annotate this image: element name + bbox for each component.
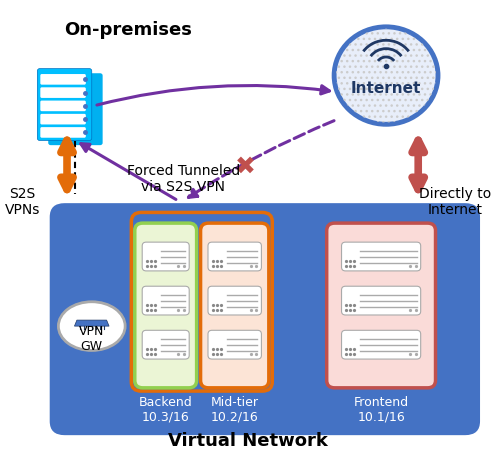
Text: Frontend
10.1/16: Frontend 10.1/16 (354, 395, 408, 423)
FancyBboxPatch shape (38, 69, 92, 141)
FancyBboxPatch shape (200, 224, 269, 388)
FancyBboxPatch shape (40, 115, 86, 125)
FancyBboxPatch shape (142, 331, 189, 359)
FancyBboxPatch shape (40, 75, 86, 86)
FancyBboxPatch shape (40, 128, 86, 138)
Circle shape (334, 28, 438, 125)
Text: ✖: ✖ (234, 155, 256, 179)
Text: On-premises: On-premises (64, 21, 192, 39)
Text: VPN
GW: VPN GW (79, 324, 104, 352)
Polygon shape (74, 320, 109, 326)
Text: Backend
10.3/16: Backend 10.3/16 (139, 395, 193, 423)
Text: Virtual Network: Virtual Network (168, 431, 328, 449)
Text: S2S
VPNs: S2S VPNs (5, 186, 40, 217)
Text: Forced Tunneled
via S2S VPN: Forced Tunneled via S2S VPN (126, 163, 240, 194)
FancyBboxPatch shape (40, 101, 86, 112)
FancyBboxPatch shape (48, 74, 102, 146)
Text: Directly to
Internet: Directly to Internet (419, 186, 492, 217)
FancyBboxPatch shape (342, 243, 420, 271)
Text: Mid-tier
10.2/16: Mid-tier 10.2/16 (210, 395, 258, 423)
FancyBboxPatch shape (342, 331, 420, 359)
FancyBboxPatch shape (135, 224, 196, 388)
FancyBboxPatch shape (208, 243, 262, 271)
FancyBboxPatch shape (208, 287, 262, 315)
FancyBboxPatch shape (208, 331, 262, 359)
FancyBboxPatch shape (326, 224, 436, 388)
FancyBboxPatch shape (142, 287, 189, 315)
FancyBboxPatch shape (40, 88, 86, 99)
FancyBboxPatch shape (50, 204, 480, 435)
FancyBboxPatch shape (142, 243, 189, 271)
Ellipse shape (58, 302, 125, 351)
FancyBboxPatch shape (342, 287, 420, 315)
Text: Internet: Internet (351, 81, 421, 95)
